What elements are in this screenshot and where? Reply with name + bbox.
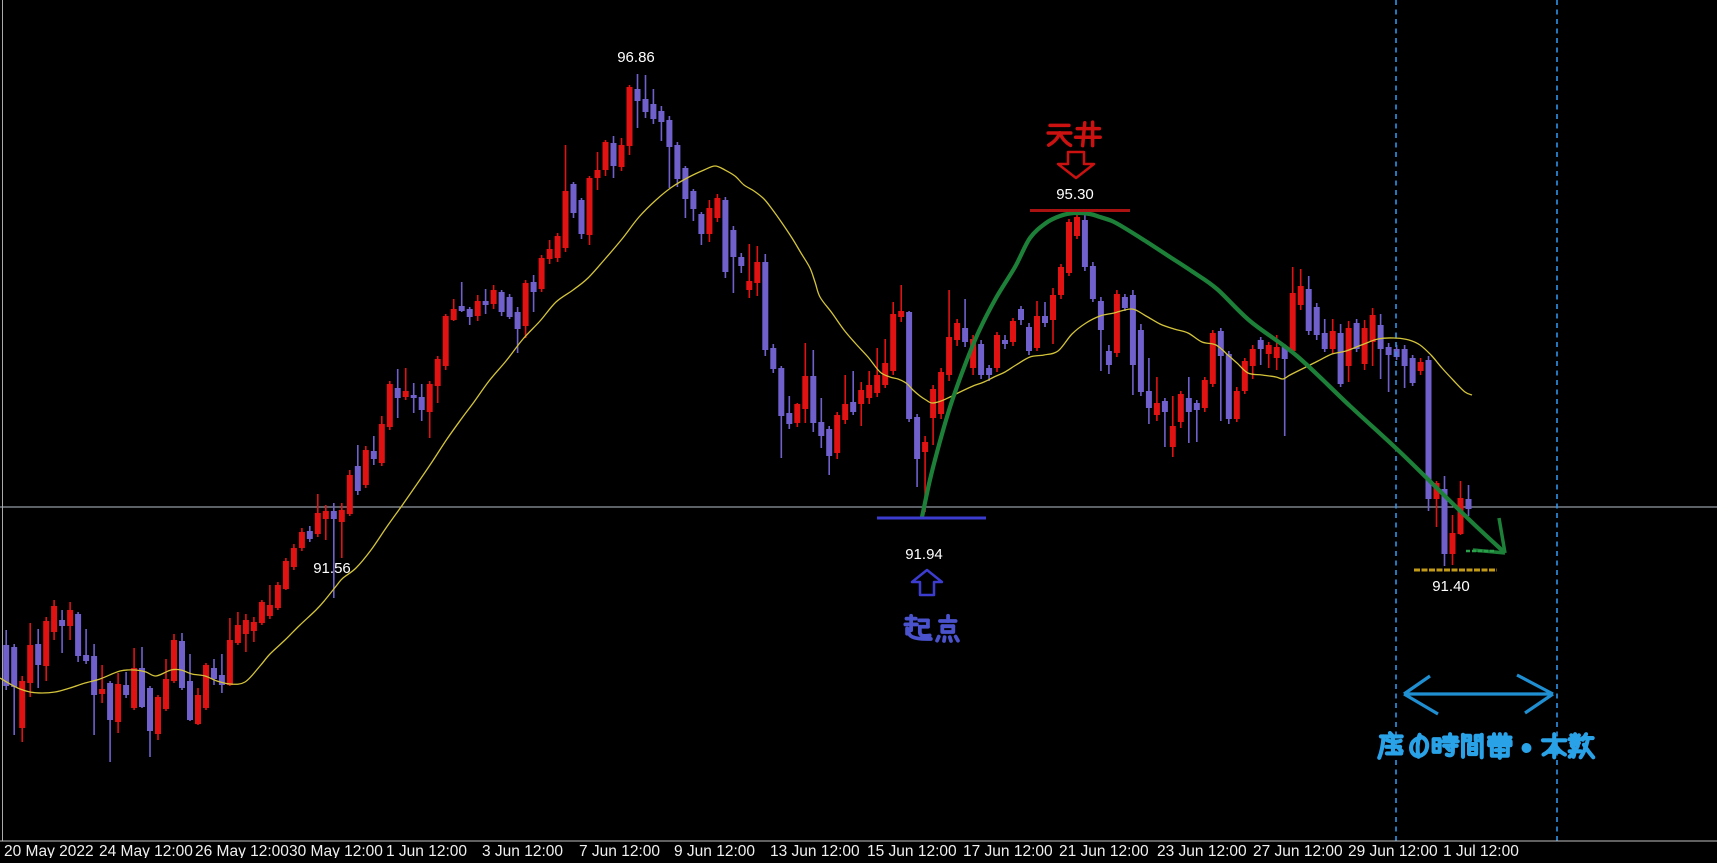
svg-text:15 Jun 12:00: 15 Jun 12:00	[867, 843, 957, 858]
svg-text:7 Jun 12:00: 7 Jun 12:00	[579, 843, 660, 858]
svg-text:21 Jun 12:00: 21 Jun 12:00	[1059, 843, 1149, 858]
svg-text:95.30: 95.30	[1056, 186, 1094, 203]
svg-text:27 Jun 12:00: 27 Jun 12:00	[1253, 843, 1343, 858]
svg-text:9 Jun 12:00: 9 Jun 12:00	[674, 843, 755, 858]
svg-text:91.56: 91.56	[313, 560, 351, 577]
svg-text:91.40: 91.40	[1432, 578, 1470, 595]
svg-text:13 Jun 12:00: 13 Jun 12:00	[770, 843, 860, 858]
svg-text:17 Jun 12:00: 17 Jun 12:00	[963, 843, 1053, 858]
svg-text:26 May 12:00: 26 May 12:00	[195, 843, 289, 858]
svg-text:1 Jul 12:00: 1 Jul 12:00	[1443, 843, 1519, 858]
svg-text:3 Jun 12:00: 3 Jun 12:00	[482, 843, 563, 858]
svg-text:24 May 12:00: 24 May 12:00	[99, 843, 193, 858]
svg-text:96.86: 96.86	[617, 49, 655, 66]
svg-text:30 May 12:00: 30 May 12:00	[289, 843, 383, 858]
svg-text:20 May 2022: 20 May 2022	[4, 843, 94, 858]
svg-text:29 Jun 12:00: 29 Jun 12:00	[1348, 843, 1438, 858]
svg-text:91.94: 91.94	[905, 546, 943, 563]
svg-text:1 Jun 12:00: 1 Jun 12:00	[386, 843, 467, 858]
svg-text:23 Jun 12:00: 23 Jun 12:00	[1157, 843, 1247, 858]
